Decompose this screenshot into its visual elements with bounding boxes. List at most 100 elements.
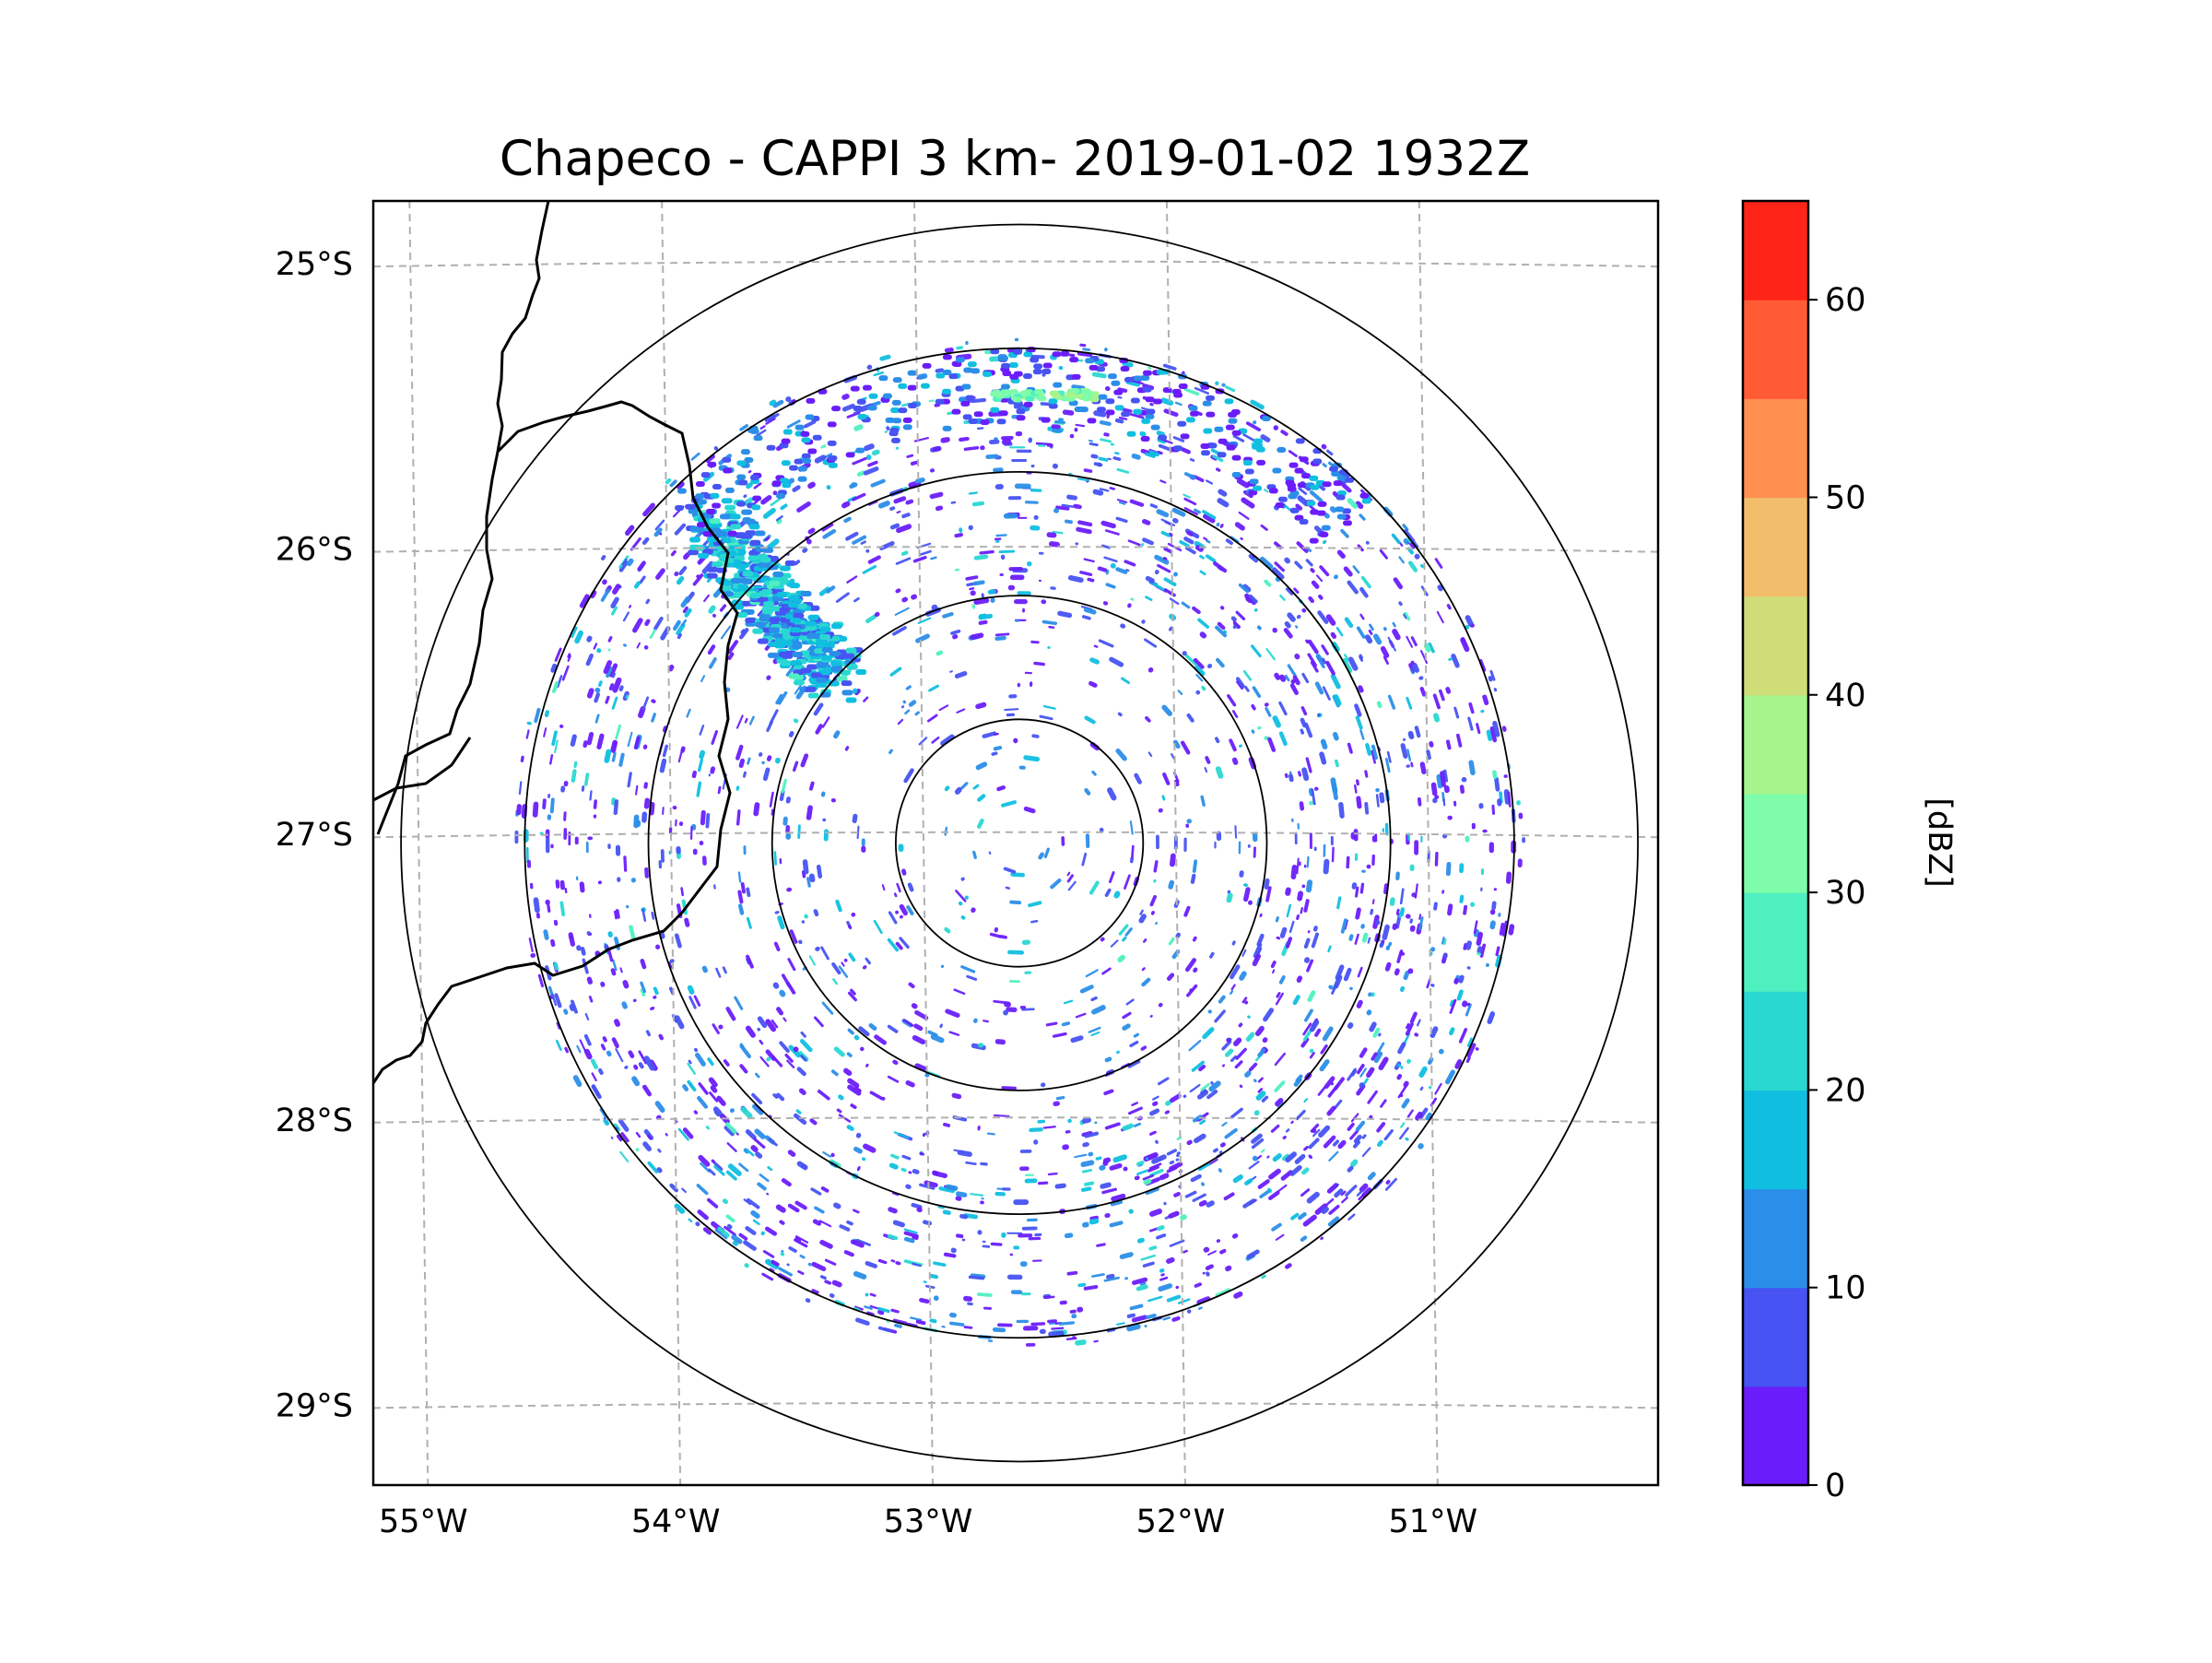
echo-cell [861, 845, 866, 853]
echo-cell [855, 447, 865, 454]
echo-cell [1244, 468, 1254, 475]
echo-cell [826, 585, 836, 594]
colorbar-band [1743, 793, 1808, 893]
echo-cell [775, 1204, 786, 1213]
echo-cell [1498, 913, 1501, 917]
echo-cell [766, 444, 776, 451]
echo-cell [1175, 1285, 1180, 1290]
echo-cell [1340, 528, 1349, 538]
echo-cell [902, 1019, 914, 1027]
echo-cell [1041, 368, 1052, 374]
echo-cell [1075, 542, 1079, 546]
echo-cell [1273, 425, 1279, 430]
echo-cell [1356, 626, 1366, 639]
echo-cell [749, 593, 761, 599]
echo-cell [890, 1259, 896, 1263]
echo-cell [628, 1050, 635, 1059]
echo-cell [1238, 744, 1242, 748]
echo-cell [787, 1150, 796, 1157]
echo-cell [1444, 1069, 1455, 1085]
radar-reflectivity-echoes [514, 337, 1525, 1347]
echo-cell [1129, 856, 1135, 864]
echo-cell [1272, 467, 1282, 474]
echo-cell [1303, 899, 1310, 913]
echo-cell [1081, 852, 1088, 867]
colorbar-tick-label: 60 [1825, 282, 1866, 319]
echo-cell [1130, 597, 1135, 601]
echo-cell [1130, 397, 1140, 404]
echo-cell [1323, 858, 1330, 875]
echo-cell [804, 914, 808, 919]
echo-cell [827, 421, 837, 428]
echo-cell [865, 1261, 878, 1268]
echo-cell [1144, 452, 1156, 458]
echo-cell [1030, 489, 1042, 492]
echo-cell [518, 781, 523, 796]
echo-cell [1366, 864, 1371, 869]
echo-cell [1166, 1256, 1175, 1264]
echo-cell [971, 907, 976, 914]
echo-cell [1295, 438, 1305, 444]
echo-cell [1060, 350, 1070, 357]
echo-cell [816, 677, 828, 683]
echo-cell [1116, 499, 1128, 503]
echo-cell [570, 734, 577, 747]
echo-cell [1305, 639, 1310, 644]
echo-cell [949, 1312, 957, 1318]
echo-cell [600, 1044, 606, 1051]
echo-cell [1000, 383, 1010, 390]
echo-cell [1145, 575, 1155, 584]
echo-cell [963, 1326, 973, 1329]
echo-cell [1158, 434, 1168, 441]
echo-cell [732, 1241, 738, 1246]
echo-cell [1184, 654, 1198, 666]
echo-cell [1177, 690, 1183, 696]
echo-cell [1299, 456, 1309, 463]
echo-cell [945, 1008, 960, 1018]
echo-cell [1320, 738, 1328, 749]
echo-cell [766, 675, 771, 680]
echo-cell [1216, 522, 1220, 527]
echo-cell [1008, 566, 1023, 572]
echo-cell [1105, 409, 1115, 416]
echo-cell [978, 613, 994, 620]
echo-cell [1033, 1139, 1039, 1145]
echo-cell [1271, 969, 1276, 974]
echo-cell [1235, 610, 1246, 620]
echo-cell [1048, 625, 1055, 630]
echo-cell [1334, 1188, 1344, 1198]
echo-cell [830, 1152, 835, 1158]
echo-cell [1147, 751, 1153, 758]
echo-cell [788, 731, 794, 737]
echo-cell [1309, 537, 1319, 544]
echo-cell [713, 884, 716, 890]
echo-cell [1015, 619, 1020, 622]
echo-cell [841, 501, 851, 509]
echo-cell [892, 418, 902, 424]
echo-cell [1182, 1249, 1188, 1254]
echo-cell [1359, 1067, 1367, 1078]
echo-cell [841, 403, 855, 412]
echo-cell [1384, 1177, 1397, 1191]
echo-cell [781, 460, 791, 466]
echo-cell [1308, 1138, 1320, 1150]
echo-cell [1388, 941, 1393, 947]
echo-cell [720, 625, 732, 640]
echo-cell [769, 617, 781, 623]
echo-cell [1145, 596, 1153, 601]
echo-cell [612, 740, 617, 751]
echo-cell [1301, 1167, 1310, 1175]
echo-cell [973, 1018, 978, 1023]
echo-cell [1084, 1131, 1099, 1138]
colorbar-tick-label: 30 [1825, 875, 1866, 912]
echo-cell [788, 595, 800, 601]
echo-cell [1231, 430, 1241, 436]
echo-cell [843, 653, 855, 659]
echo-cell [1400, 743, 1408, 759]
echo-cell [1367, 937, 1371, 944]
echo-cell [1028, 901, 1042, 908]
echo-cell [956, 346, 964, 350]
echo-cell [1096, 407, 1106, 413]
echo-cell [1140, 374, 1150, 381]
echo-cell [1316, 510, 1326, 516]
